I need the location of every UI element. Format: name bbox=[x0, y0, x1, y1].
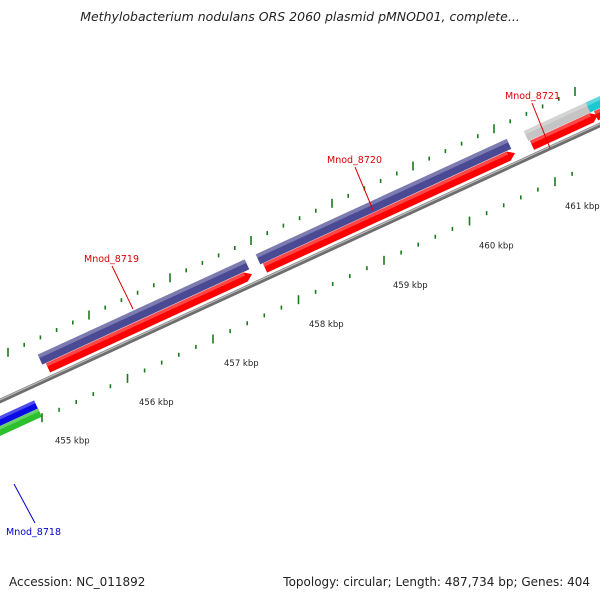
backbone-track-highlight bbox=[0, 123, 600, 401]
gene-bar-blue-shine bbox=[0, 400, 36, 429]
gene-bar-red-4-body bbox=[593, 103, 600, 121]
gene-bar-red-4 bbox=[593, 103, 600, 121]
gene-bar-green-shine bbox=[0, 408, 40, 439]
scale-label-455: 455 kbp bbox=[55, 437, 90, 447]
gene-bar-red-1 bbox=[45, 272, 252, 373]
backbone-track-layer bbox=[0, 122, 600, 404]
gene-label-layer: Mnod_8718 Mnod_8719 Mnod_8720 Mnod_8721 bbox=[6, 91, 560, 538]
gene-bar-purple-2 bbox=[255, 138, 512, 265]
gene-bar-cyan bbox=[585, 92, 600, 113]
gene-bar-purple-2-shine bbox=[255, 138, 509, 258]
scale-label-461: 461 kbp bbox=[565, 202, 600, 212]
gene-bar-purple-2-body bbox=[255, 138, 512, 265]
gene-leader-Mnod_8720 bbox=[354, 166, 374, 211]
gene-bar-gray-body bbox=[523, 101, 593, 142]
gene-bar-blue bbox=[0, 400, 38, 435]
gene-label-Mnod_8720: Mnod_8720 bbox=[327, 155, 382, 166]
scale-label-458: 458 kbp bbox=[309, 320, 344, 330]
gene-bar-cyan-body bbox=[585, 92, 600, 113]
gene-bar-red-2-body bbox=[262, 151, 516, 273]
accession-text: Accession: NC_011892 bbox=[9, 575, 146, 589]
gene-bar-red-4-shine bbox=[593, 103, 600, 115]
topology-summary-text: Topology: circular; Length: 487,734 bp; … bbox=[283, 575, 590, 589]
gene-feature-layer bbox=[0, 92, 600, 445]
scale-label-460: 460 kbp bbox=[479, 242, 514, 252]
gene-label-Mnod_8721: Mnod_8721 bbox=[505, 91, 560, 102]
map-title: Methylobacterium nodulans ORS 2060 plasm… bbox=[80, 9, 520, 24]
gene-bar-green-body bbox=[0, 408, 42, 445]
gene-bar-gray-shine bbox=[523, 101, 590, 135]
backbone-track bbox=[0, 122, 600, 404]
gene-bar-red-2 bbox=[262, 151, 516, 273]
gene-bar-red-2-shine bbox=[262, 151, 509, 267]
gene-bar-red-1-body bbox=[45, 272, 252, 373]
gene-bar-red-1-shine bbox=[45, 272, 246, 367]
scale-label-457: 457 kbp bbox=[224, 359, 259, 369]
scale-label-layer: 455 kbp 456 kbp 457 kbp 458 kbp 459 kbp 460 k… bbox=[55, 202, 600, 447]
scale-label-456: 456 kbp bbox=[139, 398, 174, 408]
gene-bar-purple-1 bbox=[37, 259, 250, 365]
gene-bar-green bbox=[0, 408, 42, 445]
gene-leader-Mnod_8721 bbox=[531, 102, 551, 149]
gene-leader-Mnod_8718 bbox=[13, 483, 36, 524]
gene-leader-Mnod_8719 bbox=[111, 265, 134, 310]
gene-label-Mnod_8718: Mnod_8718 bbox=[6, 527, 61, 538]
gene-bar-purple-1-shine bbox=[37, 259, 247, 359]
gene-bar-purple-1-body bbox=[37, 259, 250, 365]
scale-label-459: 459 kbp bbox=[393, 281, 428, 291]
gene-label-Mnod_8719: Mnod_8719 bbox=[84, 254, 139, 265]
gene-bar-cyan-shine bbox=[585, 92, 600, 107]
gene-bar-gray bbox=[523, 101, 593, 142]
gene-bar-blue-body bbox=[0, 400, 38, 435]
